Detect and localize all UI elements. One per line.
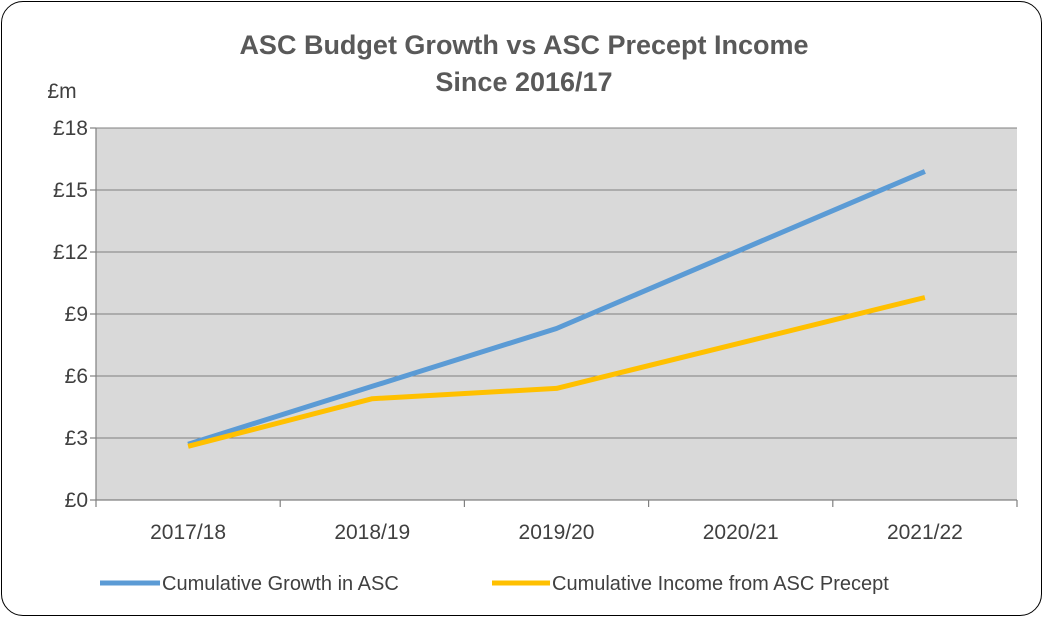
x-tick-label-3: 2020/21: [703, 521, 779, 544]
legend-label-1[interactable]: Cumulative Income from ASC Precept: [552, 573, 889, 595]
x-tick-label-0: 2017/18: [150, 521, 226, 544]
y-axis-unit-label: £m: [47, 80, 76, 103]
y-tick-label-1: £3: [65, 427, 88, 450]
y-tick-label-6: £18: [53, 117, 88, 140]
legend-label-0[interactable]: Cumulative Growth in ASC: [162, 573, 399, 595]
x-tick-label-4: 2021/22: [887, 521, 963, 544]
y-tick-label-5: £15: [53, 179, 88, 202]
y-tick-label-4: £12: [53, 241, 88, 264]
x-tick-label-1: 2018/19: [334, 521, 410, 544]
chart-title-line2: Since 2016/17: [435, 67, 612, 97]
x-tick-label-2: 2019/20: [519, 521, 595, 544]
y-tick-label-0: £0: [65, 489, 88, 512]
chart-title-line1: ASC Budget Growth vs ASC Precept Income: [239, 30, 808, 60]
y-tick-label-3: £9: [65, 303, 88, 326]
y-tick-label-2: £6: [65, 365, 88, 388]
